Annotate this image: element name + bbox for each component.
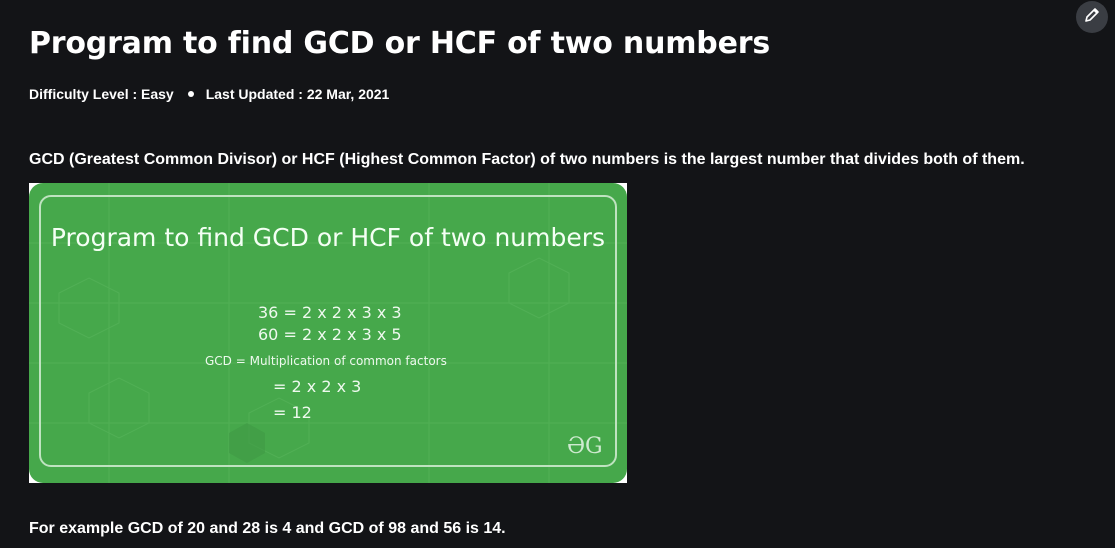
banner-title: Program to find GCD or HCF of two number… [50, 223, 606, 252]
intro-paragraph: GCD (Greatest Common Divisor) or HCF (Hi… [29, 151, 1025, 168]
banner-pattern [29, 183, 627, 483]
page-title: Program to find GCD or HCF of two number… [29, 26, 770, 61]
banner-gcd-result: = 12 [273, 403, 312, 422]
banner-gcd-definition: GCD = Multiplication of common factors [205, 354, 447, 368]
banner-equation-60: 60 = 2 x 2 x 3 x 5 [258, 325, 402, 344]
article-banner-image: Program to find GCD or HCF of two number… [29, 183, 627, 483]
last-updated: Last Updated : 22 Mar, 2021 [205, 86, 390, 102]
bullet-separator [187, 91, 194, 97]
banner-frame [39, 195, 617, 467]
gfg-logo: ƏG [567, 434, 603, 459]
article-meta: Difficulty Level : Easy Last Updated : 2… [29, 86, 389, 102]
banner-equation-36: 36 = 2 x 2 x 3 x 3 [258, 303, 402, 322]
banner-gcd-product: = 2 x 2 x 3 [273, 377, 362, 396]
difficulty-level: Difficulty Level : Easy [29, 86, 174, 102]
example-paragraph: For example GCD of 20 and 28 is 4 and GC… [29, 520, 506, 537]
edit-button[interactable] [1076, 1, 1108, 33]
pencil-icon [1083, 6, 1101, 29]
